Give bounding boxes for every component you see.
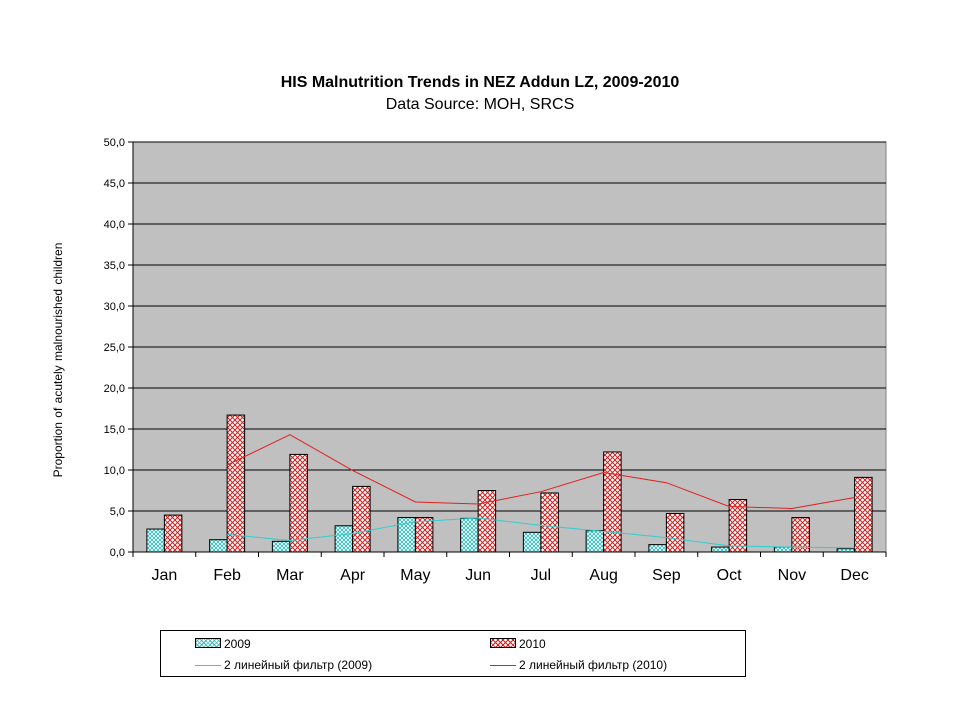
trend-line-2009 xyxy=(227,517,855,549)
axes xyxy=(128,141,887,557)
bars xyxy=(146,414,873,553)
chart-subtitle: Data Source: MOH, SRCS xyxy=(385,96,575,113)
bar-2009-Sep xyxy=(648,544,667,553)
y-tick-label: 40,0 xyxy=(104,219,125,231)
y-tick-label: 10,0 xyxy=(104,465,125,477)
trend-lines xyxy=(226,434,855,549)
x-tick-label: Aug xyxy=(589,567,617,584)
bar-2009-Apr xyxy=(334,525,354,553)
bar-2009-Jun xyxy=(460,517,479,553)
bar-2010-Dec xyxy=(854,476,873,553)
legend: 2009 2010 2 линейный фильтр (2009) 2 лин… xyxy=(160,630,746,677)
x-tick-label: Dec xyxy=(840,567,868,584)
legend-line-filter-2009 xyxy=(195,665,221,666)
y-tick-label: 45,0 xyxy=(104,178,125,190)
bar-2009-Jan xyxy=(146,528,165,553)
x-tick-label: Mar xyxy=(276,567,304,584)
bar-2009-May xyxy=(397,517,416,553)
y-tick-label: 5,0 xyxy=(110,506,125,518)
bar-2010-Jan xyxy=(163,514,183,553)
bar-2009-Oct xyxy=(711,546,730,553)
legend-label-2010: 2010 xyxy=(519,637,546,651)
legend-swatch-2009 xyxy=(195,638,221,648)
bar-2010-Sep xyxy=(665,512,685,553)
bar-2009-Mar xyxy=(271,540,291,553)
bar-2010-Aug xyxy=(603,451,622,553)
x-tick-label: Feb xyxy=(213,567,241,584)
y-tick-label: 50,0 xyxy=(104,137,125,149)
bar-2010-Mar xyxy=(289,453,308,553)
x-tick-label: Jun xyxy=(465,567,491,584)
y-axis-label: Proportion of acutely malnourished child… xyxy=(51,242,65,478)
x-tick-label: Oct xyxy=(717,567,742,584)
bar-2010-Apr xyxy=(352,485,371,553)
legend-swatch-2010 xyxy=(490,638,516,648)
y-tick-label: 20,0 xyxy=(104,383,125,395)
trend-line-2010 xyxy=(226,434,855,510)
bar-2009-Feb xyxy=(209,539,228,553)
legend-line-filter-2010 xyxy=(490,665,516,666)
bar-2010-Feb xyxy=(226,414,246,553)
y-tick-labels: 0,0 5,0 10,0 15,0 20,0 25,0 30,0 35,0 40,0 45,0 50… xyxy=(104,137,125,559)
x-tick-label: Jan xyxy=(151,567,177,584)
chart-title: HIS Malnutrition Trends in NEZ Addun LZ,… xyxy=(280,74,680,91)
x-tick-label: Apr xyxy=(340,567,366,584)
y-tick-label: 25,0 xyxy=(104,342,125,354)
bar-2010-Jun xyxy=(477,490,497,553)
bar-2009-Aug xyxy=(585,530,605,553)
x-tick-labels: Jan Feb Mar Apr May Jun Jul Aug Sep Oct Nov Dec xyxy=(151,567,868,584)
legend-label-filter-2009: 2 линейный фильтр (2009) xyxy=(224,658,373,672)
y-tick-label: 35,0 xyxy=(104,260,125,272)
bar-2010-May xyxy=(414,517,434,553)
x-tick-label: Jul xyxy=(531,567,551,584)
legend-label-2009: 2009 xyxy=(224,637,251,651)
x-tick-label: Sep xyxy=(652,567,681,584)
x-tick-label: Nov xyxy=(778,567,806,584)
gridlines xyxy=(133,141,886,512)
bar-2009-Jul xyxy=(522,531,542,553)
y-tick-label: 30,0 xyxy=(104,301,125,313)
legend-label-filter-2010: 2 линейный фильтр (2010) xyxy=(519,658,668,672)
bar-2010-Jul xyxy=(540,492,559,553)
x-tick-label: May xyxy=(400,567,430,584)
y-tick-label: 0,0 xyxy=(110,547,125,559)
y-tick-label: 15,0 xyxy=(104,424,125,436)
bar-2009-Nov xyxy=(773,546,793,553)
